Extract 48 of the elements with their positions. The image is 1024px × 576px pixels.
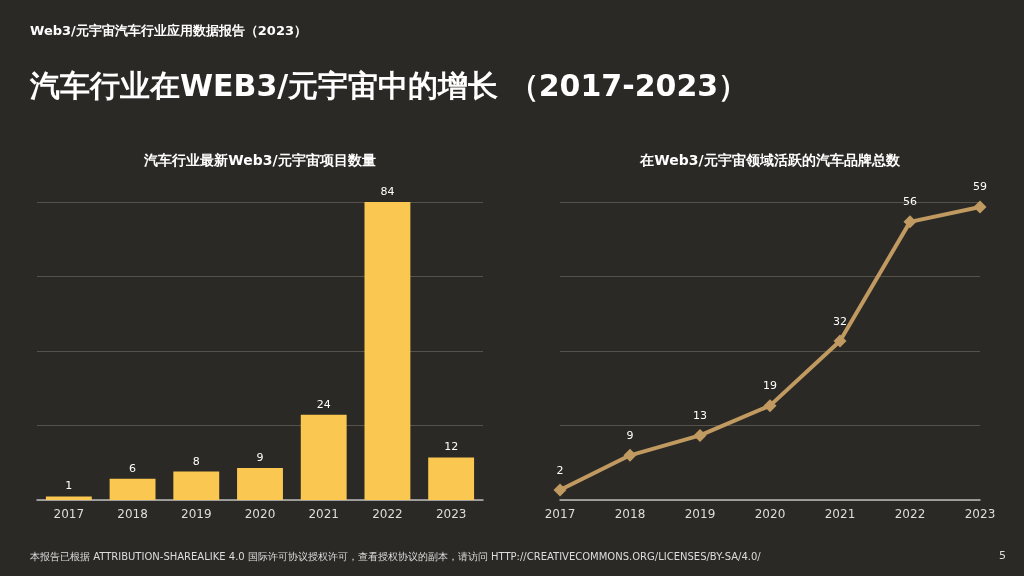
point <box>973 200 987 214</box>
data-label: 59 <box>973 180 987 194</box>
x-tick-label: 2023 <box>964 507 996 521</box>
chart-title: 在Web3/元宇宙领域活跃的汽车品牌总数 <box>639 152 901 168</box>
bar <box>428 457 475 500</box>
data-label: 24 <box>316 397 331 411</box>
bar <box>237 468 283 500</box>
point <box>903 215 917 229</box>
data-label: 13 <box>693 408 707 422</box>
data-label: 12 <box>444 440 459 454</box>
x-tick-label: 2018 <box>117 507 148 521</box>
data-label: 32 <box>833 314 847 328</box>
x-tick-label: 2019 <box>181 507 212 521</box>
bar <box>173 471 220 500</box>
x-tick-label: 2020 <box>244 507 276 521</box>
data-label: 6 <box>129 461 137 475</box>
data-label: 9 <box>256 451 264 465</box>
point <box>833 334 847 348</box>
data-label: 19 <box>763 379 777 393</box>
point <box>623 448 637 462</box>
data-label: 84 <box>380 185 395 198</box>
x-tick-label: 2017 <box>53 507 85 521</box>
x-tick-label: 2017 <box>544 507 576 521</box>
text: Web3/元宇宙汽车行业应用数据报告（2023） <box>30 22 307 40</box>
point <box>763 399 777 413</box>
bar <box>364 202 411 500</box>
data-label: 8 <box>192 454 200 468</box>
bar <box>45 496 92 500</box>
x-tick-label: 2019 <box>684 507 716 521</box>
x-tick-label: 2023 <box>435 507 467 521</box>
point <box>553 483 567 497</box>
x-tick-label: 2022 <box>372 507 403 521</box>
chart-title: 汽车行业最新Web3/元宇宙项目数量 <box>143 152 376 168</box>
text: 5 <box>999 549 1006 562</box>
x-tick-label: 2020 <box>754 507 786 521</box>
x-tick-label: 2021 <box>308 507 339 521</box>
data-label: 1 <box>65 479 73 493</box>
point <box>693 428 707 442</box>
data-label: 2 <box>556 463 564 477</box>
data-label: 56 <box>903 195 917 209</box>
x-tick-label: 2018 <box>614 507 646 521</box>
bar <box>109 478 156 500</box>
text: 汽车行业在WEB3/元宇宙中的增长 （2017-2023） <box>30 67 749 105</box>
text: 本报告已根据 ATTRIBUTION-SHAREALIKE 4.0 国际许可协议授权许可，查看授权协议的副本，请访问 HTTP://CREATIVECOMMONS.ORG/LICENSES/BY-SA/4.0/ <box>30 550 761 564</box>
bar <box>300 414 347 500</box>
x-tick-label: 2022 <box>894 507 926 521</box>
data-label: 9 <box>626 428 634 442</box>
x-tick-label: 2021 <box>824 507 856 521</box>
